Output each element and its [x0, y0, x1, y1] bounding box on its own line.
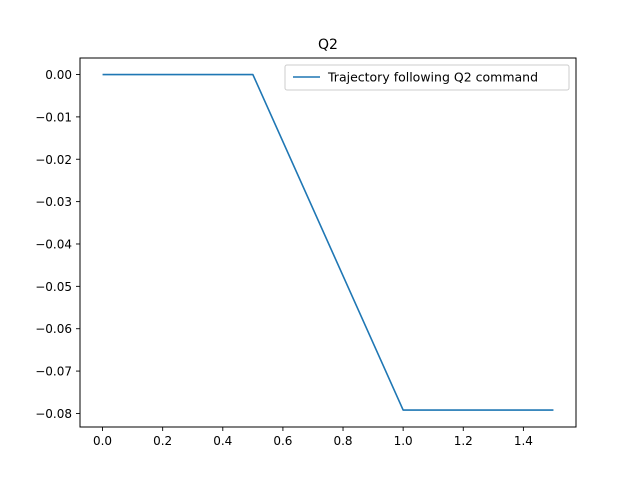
x-tick-label: 0.4 [213, 434, 232, 448]
legend-label: Trajectory following Q2 command [327, 70, 538, 85]
y-tick-label: 0.00 [45, 68, 72, 82]
y-tick-label: −0.07 [35, 365, 72, 379]
y-tick-label: −0.02 [35, 153, 72, 167]
x-tick-label: 0.6 [273, 434, 292, 448]
axes: 0.0 0.2 0.4 0.6 0.8 1.0 1.2 1.4 0.00 −0.01 −0.02 −0… [35, 57, 577, 448]
x-tick-label: 0.2 [153, 434, 172, 448]
chart-title: Q2 [318, 37, 338, 53]
y-tick-label: −0.05 [35, 280, 72, 294]
y-tick-label: −0.01 [35, 110, 72, 124]
axes-frame [79, 57, 577, 428]
y-tick-label: −0.03 [35, 195, 72, 209]
y-tick-label: −0.04 [35, 237, 72, 251]
y-tick-label: −0.06 [35, 322, 72, 336]
x-tick-label: 0.8 [333, 434, 352, 448]
series-line-0 [102, 73, 554, 411]
y-tick-label: −0.08 [35, 407, 72, 421]
x-tick-label: 1.4 [514, 434, 533, 448]
legend: Trajectory following Q2 command [284, 64, 570, 91]
x-tick-label: 1.2 [454, 434, 473, 448]
x-tick-label: 1.0 [394, 434, 413, 448]
x-tick-label: 0.0 [93, 434, 112, 448]
legend-box [284, 64, 570, 91]
plot-area [102, 73, 554, 411]
